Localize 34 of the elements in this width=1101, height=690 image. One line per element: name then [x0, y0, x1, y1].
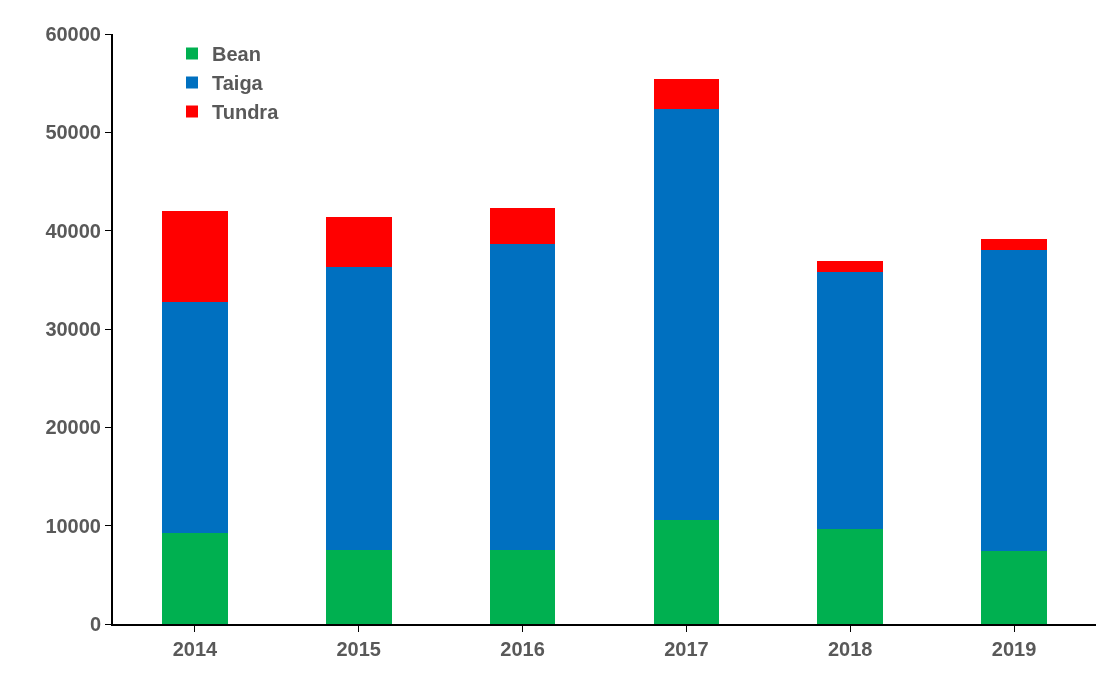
x-tick-label: 2015 — [336, 638, 381, 660]
y-tick-label: 40000 — [45, 219, 101, 242]
legend-label: Taiga — [211, 72, 264, 95]
x-tick-label: 2016 — [500, 638, 545, 660]
y-tick-label: 30000 — [45, 318, 101, 340]
bar — [817, 528, 884, 624]
bar — [162, 211, 228, 303]
y-tick-label: 0 — [89, 613, 101, 635]
x-tick-label: 2017 — [664, 638, 709, 660]
bar — [817, 261, 884, 272]
x-tick-label: 2019 — [991, 638, 1037, 660]
bar — [981, 551, 1047, 624]
bar — [653, 519, 720, 624]
x-tick-label: 2018 — [828, 638, 873, 660]
y-tick-label: 20000 — [45, 416, 101, 439]
bar — [817, 271, 884, 529]
bar — [162, 532, 228, 624]
bar — [325, 216, 392, 268]
bar — [981, 250, 1047, 552]
bar — [162, 302, 228, 533]
y-tick-label: 10000 — [45, 514, 101, 537]
bar — [981, 238, 1047, 251]
bar — [653, 79, 720, 109]
bar — [325, 267, 392, 551]
bar — [489, 244, 556, 551]
y-tick-label: 50000 — [45, 121, 101, 144]
legend-label: Bean — [211, 43, 261, 66]
y-tick-label: 60000 — [45, 23, 101, 45]
x-tick-label: 2014 — [172, 638, 219, 660]
bar — [325, 550, 392, 624]
bar — [489, 208, 556, 245]
bar — [489, 550, 556, 624]
bar — [653, 108, 720, 520]
legend-label: Tundra — [211, 101, 280, 124]
